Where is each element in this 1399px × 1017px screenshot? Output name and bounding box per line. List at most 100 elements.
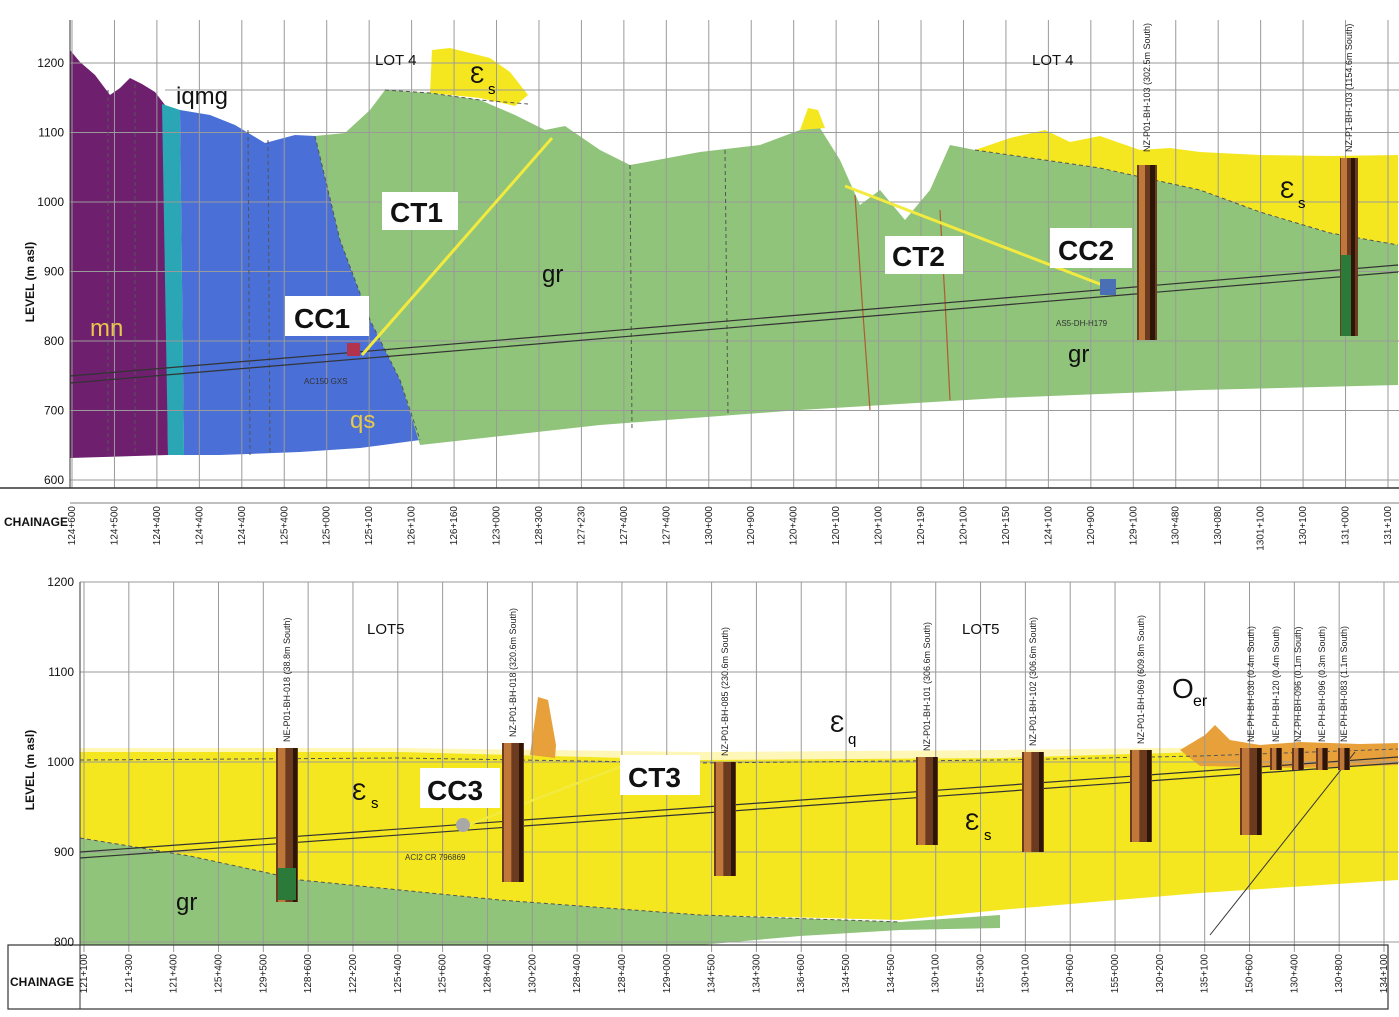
callout-cc3: CC3 bbox=[420, 768, 500, 808]
bottom-chainage-tick-6: 122+200 bbox=[348, 954, 359, 994]
top-lot-label-1: LOT 4 bbox=[375, 52, 416, 69]
top-tunnel-alignment bbox=[69, 264, 1399, 384]
bottom-chainage-tick-19: 130+100 bbox=[931, 954, 942, 994]
bottom-borehole-label-6: NZ-P01-BH-069 (609.8m South) bbox=[1136, 615, 1146, 744]
cc2-small-label: AS5-DH-H179 bbox=[1056, 319, 1108, 328]
bottom-borehole-label-4: NZ-P01-BH-101 (306.6m South) bbox=[922, 622, 932, 751]
oer-main: O bbox=[1172, 673, 1194, 704]
top-chainage-tick-27: 130+080 bbox=[1213, 506, 1224, 546]
top-chainage-ticks: 124+600 124+500 124+400 124+400 124+400 125+4… bbox=[67, 506, 1394, 551]
bottom-chainage-tick-4: 129+500 bbox=[258, 954, 269, 994]
top-chainage-tick-22: 120+150 bbox=[1001, 506, 1012, 546]
bottom-boreholes bbox=[276, 743, 1350, 902]
top-chainage-tick-31: 131+100 bbox=[1383, 506, 1394, 546]
unit-label-es-bottom-2: Ɛ s bbox=[965, 809, 992, 844]
es-bottom-1-sub: s bbox=[371, 795, 379, 812]
bottom-chainage-tick-16: 136+600 bbox=[796, 954, 807, 994]
bottom-chainage-tick-28: 130+800 bbox=[1334, 954, 1345, 994]
unit-es-top-right-fill bbox=[975, 130, 1398, 245]
top-dashed-contacts bbox=[107, 84, 1399, 456]
bottom-chainage-tick-1: 121+300 bbox=[124, 954, 135, 994]
es-top-1-main: Ɛ bbox=[470, 62, 485, 89]
bottom-grid bbox=[80, 581, 1399, 952]
bottom-y-tick-3: 900 bbox=[54, 845, 74, 859]
bottom-chainage-tick-10: 130+200 bbox=[527, 954, 538, 994]
top-borehole-1 bbox=[1137, 165, 1157, 340]
callout-ct3: CT3 bbox=[620, 755, 700, 795]
bottom-borehole-9 bbox=[1292, 748, 1304, 770]
eq-sub: q bbox=[848, 731, 856, 748]
top-chainage-tick-29: 130+100 bbox=[1298, 506, 1309, 546]
unit-label-qs: qs bbox=[350, 407, 375, 434]
cc3-small-label: ACI2 CR 796869 bbox=[405, 853, 466, 862]
bottom-borehole-6 bbox=[1130, 750, 1152, 842]
bottom-borehole-7 bbox=[1240, 748, 1262, 835]
bottom-chainage-tick-0: 121+100 bbox=[79, 954, 90, 994]
top-chainage-tick-10: 123+000 bbox=[492, 506, 503, 546]
bottom-borehole-label-9: NZ-PH-BH-096 (0.1m South) bbox=[1293, 626, 1303, 742]
bottom-borehole-label-10: NE-PH-BH-096 (0.3m South) bbox=[1317, 626, 1327, 742]
top-chainage-tick-7: 125+100 bbox=[364, 506, 375, 546]
bottom-chainage-tick-14: 134+500 bbox=[707, 954, 718, 994]
cc1-marker bbox=[347, 343, 360, 356]
bottom-borehole-label-7: NE-PH-BH-030 (0.4m South) bbox=[1246, 626, 1256, 742]
bottom-borehole-10 bbox=[1316, 748, 1328, 770]
bottom-borehole-2 bbox=[502, 743, 524, 882]
top-chainage-tick-12: 127+230 bbox=[576, 506, 587, 546]
unit-label-es-top-1: Ɛ s bbox=[470, 62, 496, 98]
top-y-tick-5: 700 bbox=[44, 404, 64, 418]
ct1-text: CT1 bbox=[390, 197, 443, 228]
unit-label-es-top-2: Ɛ s bbox=[1280, 177, 1306, 212]
bottom-leader-line bbox=[1209, 751, 1356, 936]
cc2-marker bbox=[1100, 279, 1116, 295]
bottom-borehole-4 bbox=[916, 757, 938, 845]
bottom-y-tick-4: 800 bbox=[54, 935, 74, 949]
cc1-small-label: AC150 GXS bbox=[304, 377, 348, 386]
bottom-chainage-tick-26: 150+600 bbox=[1245, 954, 1256, 994]
bottom-chainage-tick-22: 130+600 bbox=[1065, 954, 1076, 994]
top-grid bbox=[70, 20, 1399, 488]
top-chainage-tick-4: 124+400 bbox=[237, 506, 248, 546]
callout-cc2: CC2 bbox=[1050, 228, 1132, 268]
top-chainage-label: CHAINAGE bbox=[4, 515, 68, 529]
top-y-ticks: 1200 1100 1000 900 800 700 600 bbox=[37, 56, 64, 487]
top-y-axis-title: LEVEL (m asl) bbox=[23, 242, 37, 322]
cc2-text: CC2 bbox=[1058, 235, 1114, 266]
ct2-text: CT2 bbox=[892, 241, 945, 272]
es-bottom-1-main: Ɛ bbox=[352, 779, 367, 806]
top-chainage-tick-3: 124+400 bbox=[194, 506, 205, 546]
bottom-chainage-tick-8: 125+600 bbox=[438, 954, 449, 994]
top-chainage-tick-30: 131+000 bbox=[1341, 506, 1352, 546]
ct3-text: CT3 bbox=[628, 762, 681, 793]
bottom-chainage-tick-27: 130+400 bbox=[1289, 954, 1300, 994]
top-chainage-tick-18: 120+100 bbox=[831, 506, 842, 546]
top-y-tick-1: 1100 bbox=[38, 126, 64, 140]
bottom-borehole-11 bbox=[1338, 748, 1350, 770]
bottom-chainage-tick-2: 121+400 bbox=[169, 954, 180, 994]
ct1-line bbox=[360, 137, 554, 356]
top-lot-label-2: LOT 4 bbox=[1032, 52, 1073, 69]
top-chainage-tick-16: 120+900 bbox=[746, 506, 757, 546]
bottom-borehole-1 bbox=[276, 748, 298, 902]
bottom-chainage-tick-21: 130+100 bbox=[1020, 954, 1031, 994]
bottom-borehole-5 bbox=[1022, 752, 1044, 852]
top-y-tick-4: 800 bbox=[44, 334, 64, 348]
cc3-marker bbox=[456, 818, 470, 832]
cc1-text: CC1 bbox=[294, 303, 350, 334]
unit-label-gr-bottom: gr bbox=[176, 889, 197, 916]
top-chainage-tick-6: 125+000 bbox=[322, 506, 333, 546]
bottom-borehole-8 bbox=[1270, 748, 1282, 770]
bottom-chainage-tick-13: 129+000 bbox=[662, 954, 673, 994]
top-chainage-tick-25: 129+100 bbox=[1128, 506, 1139, 546]
top-y-tick-0: 1200 bbox=[37, 56, 64, 70]
callout-ct2: CT2 bbox=[885, 236, 963, 274]
bottom-dashed-contacts bbox=[79, 748, 1399, 923]
bottom-borehole-label-3: NZ-P01-BH-085 (230.6m South) bbox=[720, 627, 730, 756]
top-y-tick-3: 900 bbox=[44, 265, 64, 279]
unit-label-oer: O er bbox=[1172, 673, 1208, 710]
eq-main: Ɛ bbox=[830, 711, 845, 738]
top-borehole-label-2: NZ-P1-BH-103 (1154.6m South) bbox=[1344, 24, 1354, 152]
bottom-y-ticks: 1200 1100 1000 900 800 bbox=[47, 575, 74, 949]
bottom-borehole-label-2: NZ-P01-BH-018 (320.6m South) bbox=[508, 608, 518, 737]
